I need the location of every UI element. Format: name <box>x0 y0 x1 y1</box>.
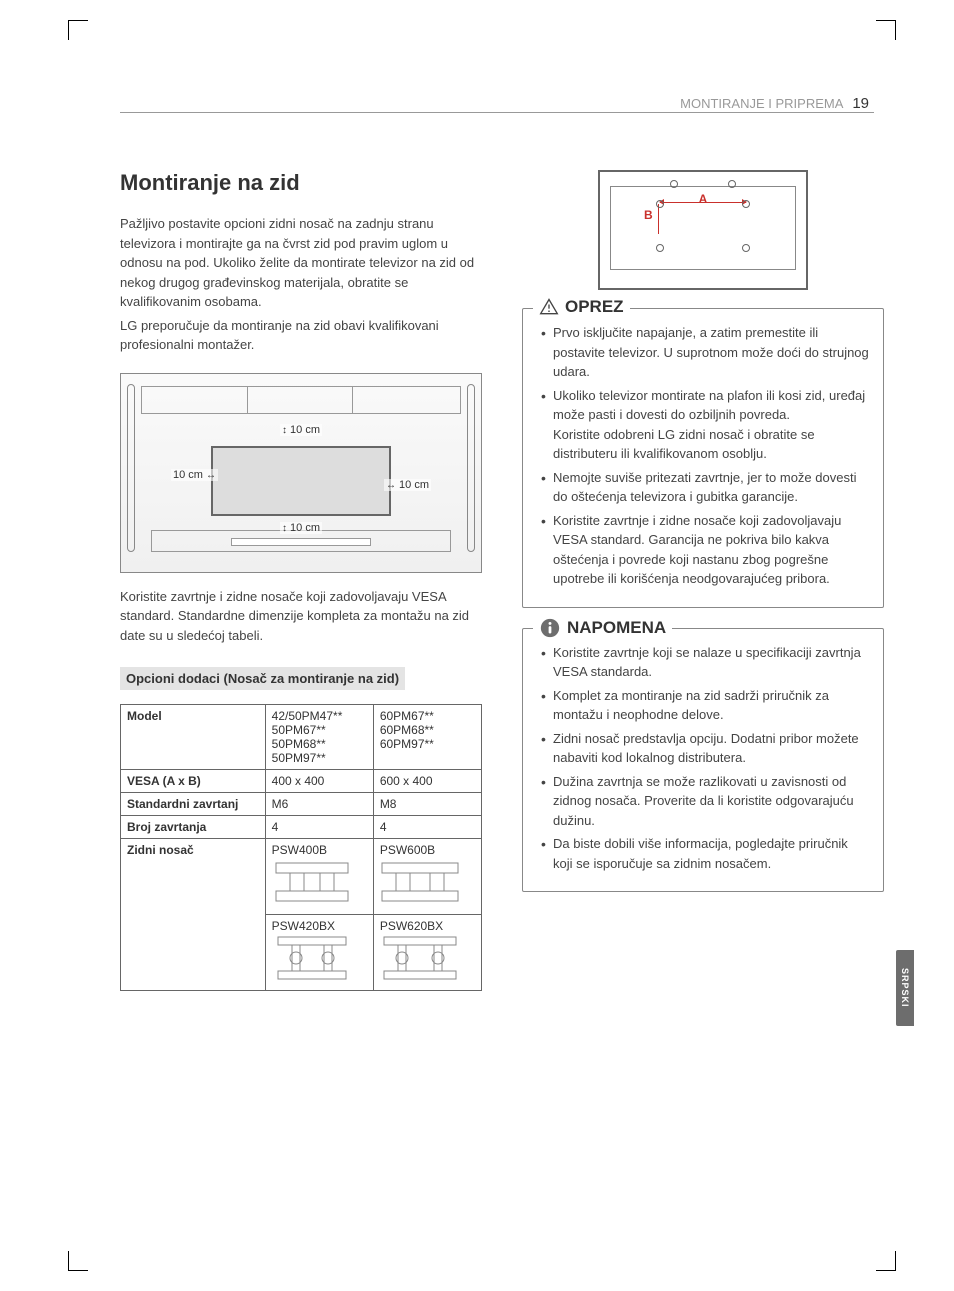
cell-screw-2: M8 <box>373 793 481 816</box>
clearance-left: 10 cm ↔ <box>171 469 218 481</box>
cell-mount-1b: PSW420BX <box>265 915 373 991</box>
wall-mount-clearance-diagram: ↕ 10 cm 10 cm ↔ ↔ 10 cm ↕ 10 cm <box>120 373 482 573</box>
bracket-icon <box>272 857 352 907</box>
header-section: MONTIRANJE I PRIPREMA <box>680 96 843 111</box>
note-title: NAPOMENA <box>567 618 666 638</box>
cell-vesa-1: 400 x 400 <box>265 770 373 793</box>
cell-count-2: 4 <box>373 816 481 839</box>
running-header: MONTIRANJE I PRIPREMA 19 <box>680 95 869 112</box>
header-rule <box>120 112 874 113</box>
crop-mark <box>68 1251 88 1271</box>
mount-code: PSW600B <box>380 843 475 857</box>
cell-mount-1a: PSW400B <box>265 839 373 915</box>
cell-vesa-2: 600 x 400 <box>373 770 481 793</box>
crop-mark <box>876 1251 896 1271</box>
mount-code: PSW420BX <box>272 919 367 933</box>
clearance-top: ↕ 10 cm <box>280 424 322 436</box>
bracket-icon <box>380 933 460 983</box>
intro-paragraph-2: LG preporučuje da montiranje na zid obav… <box>120 316 482 355</box>
note-item: Zidni nosač predstavlja opciju. Dodatni … <box>541 729 869 768</box>
cell-screw-1: M6 <box>265 793 373 816</box>
vesa-dimension-diagram: A B <box>598 170 808 290</box>
clearance-right: ↔ 10 cm <box>384 479 431 491</box>
row-label-count: Broj zavrtanja <box>121 816 266 839</box>
right-column: A B OPREZ Prvo isključite napajanje, a z <box>522 170 884 991</box>
row-label-screw: Standardni zavrtanj <box>121 793 266 816</box>
mount-code: PSW620BX <box>380 919 475 933</box>
optional-accessories-heading: Opcioni dodaci (Nosač za montiranje na z… <box>120 667 405 690</box>
intro-paragraph-1: Pažljivo postavite opcioni zidni nosač n… <box>120 214 482 312</box>
bracket-icon <box>272 933 352 983</box>
row-label-mount: Zidni nosač <box>121 839 266 991</box>
caution-item: Koristite zavrtnje i zidne nosače koji z… <box>541 511 869 589</box>
row-label-model: Model <box>121 705 266 770</box>
spec-table: Model 42/50PM47** 50PM67** 50PM68** 50PM… <box>120 704 482 991</box>
note-item: Dužina zavrtnja se može razlikovati u za… <box>541 772 869 831</box>
caution-item: Prvo isključite napajanje, a zatim preme… <box>541 323 869 382</box>
note-item: Komplet za montiranje na zid sadrži prir… <box>541 686 869 725</box>
caution-box: OPREZ Prvo isključite napajanje, a zatim… <box>522 308 884 608</box>
page-number: 19 <box>852 95 869 112</box>
cell-models-2: 60PM67** 60PM68** 60PM97** <box>373 705 481 770</box>
note-item: Da biste dobili više informacija, pogled… <box>541 834 869 873</box>
vesa-b-label: B <box>644 208 653 222</box>
note-box: NAPOMENA Koristite zavrtnje koji se nala… <box>522 628 884 893</box>
caution-item: Nemojte suviše pritezati zavrtnje, jer t… <box>541 468 869 507</box>
language-tab: SRPSKI <box>896 950 914 1026</box>
clearance-bottom: ↕ 10 cm <box>280 522 322 534</box>
caution-title: OPREZ <box>565 297 624 317</box>
cell-mount-2a: PSW600B <box>373 839 481 915</box>
left-column: Montiranje na zid Pažljivo postavite opc… <box>120 170 482 991</box>
cell-mount-2b: PSW620BX <box>373 915 481 991</box>
mount-code: PSW400B <box>272 843 367 857</box>
cell-count-1: 4 <box>265 816 373 839</box>
bracket-icon <box>380 857 460 907</box>
note-item: Koristite zavrtnje koji se nalaze u spec… <box>541 643 869 682</box>
caution-item: Ukoliko televizor montirate na plafon il… <box>541 386 869 464</box>
info-icon <box>539 617 561 639</box>
crop-mark <box>876 20 896 40</box>
warning-icon <box>539 297 559 317</box>
cell-models-1: 42/50PM47** 50PM67** 50PM68** 50PM97** <box>265 705 373 770</box>
page-title: Montiranje na zid <box>120 170 482 196</box>
vesa-a-label: A <box>699 192 708 206</box>
row-label-vesa: VESA (A x B) <box>121 770 266 793</box>
below-diagram-text: Koristite zavrtnje i zidne nosače koji z… <box>120 587 482 646</box>
crop-mark <box>68 20 88 40</box>
